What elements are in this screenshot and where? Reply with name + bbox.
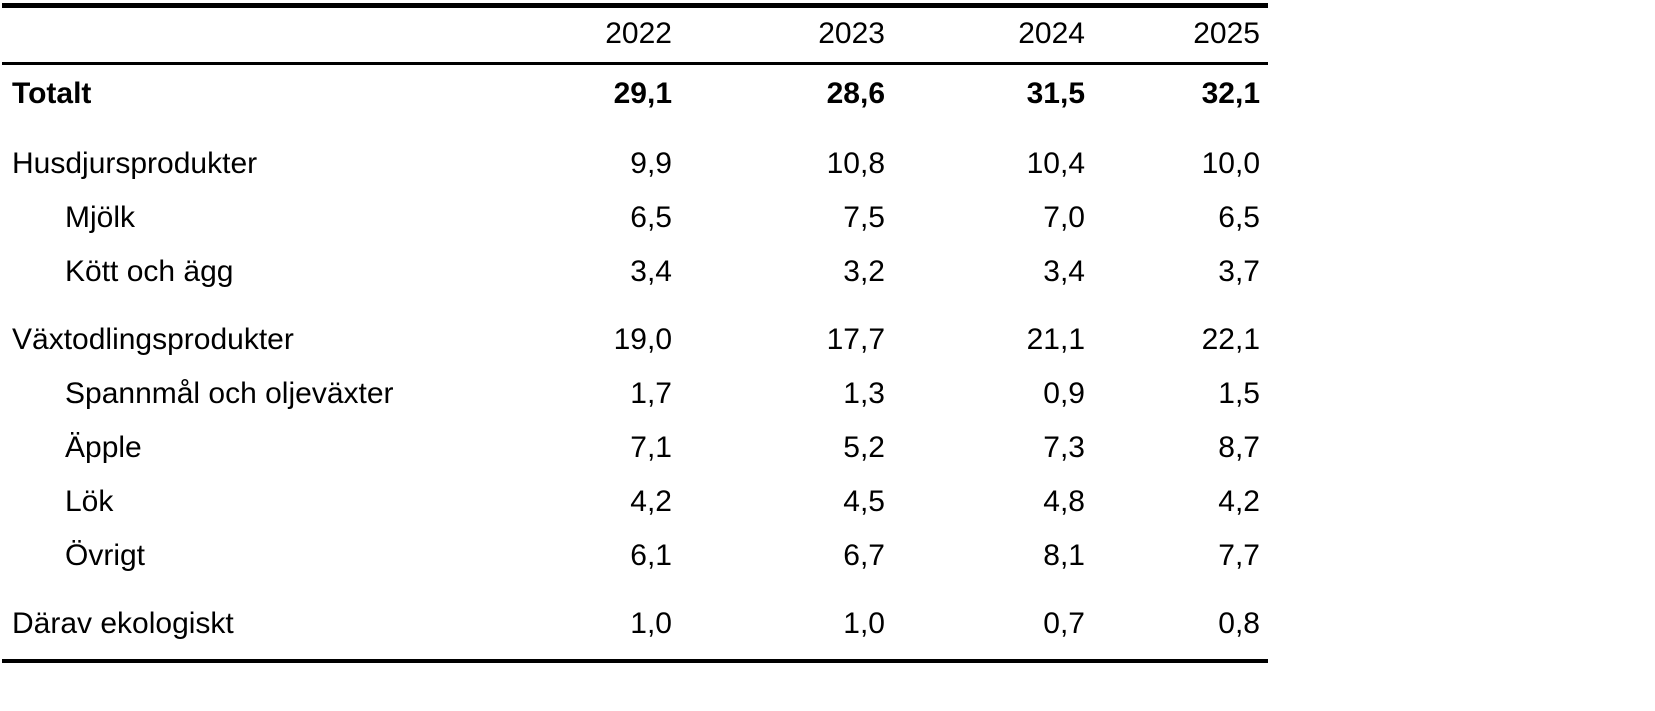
- value-cell: 7,0: [1043, 200, 1085, 234]
- value-cell: 3,7: [1218, 254, 1260, 288]
- value-cell: 4,2: [1218, 484, 1260, 518]
- column-header-2024: 2024: [893, 5, 1093, 65]
- value-cell: 22,1: [1201, 322, 1260, 356]
- value-cell: 6,1: [630, 538, 672, 572]
- value-cell: 6,7: [843, 538, 885, 572]
- value-cell: 0,9: [1043, 376, 1085, 410]
- table-row-lok: Lök 4,2 4,5 4,8 4,2: [2, 475, 1268, 529]
- column-header-2022: 2022: [462, 5, 680, 65]
- row-label: Husdjursprodukter: [12, 146, 258, 180]
- value-cell: 4,2: [630, 484, 672, 518]
- value-cell: 4,8: [1043, 484, 1085, 518]
- statistics-table: 2022 2023 2024 2025 Totalt 29,1 28,6 31,…: [2, 3, 1268, 663]
- value-cell: 19,0: [613, 322, 672, 356]
- value-cell: 32,1: [1201, 76, 1260, 110]
- value-cell: 1,5: [1218, 376, 1260, 410]
- row-label: Mjölk: [65, 200, 136, 234]
- table-row-darav-ekologiskt: Därav ekologiskt 1,0 1,0 0,7 0,8: [2, 583, 1268, 661]
- value-cell: 1,0: [843, 606, 885, 640]
- table-row-apple: Äpple 7,1 5,2 7,3 8,7: [2, 421, 1268, 475]
- value-cell: 8,7: [1218, 430, 1260, 464]
- statistics-table-container: 2022 2023 2024 2025 Totalt 29,1 28,6 31,…: [2, 3, 1655, 663]
- value-cell: 7,5: [843, 200, 885, 234]
- row-label: Totalt: [12, 76, 92, 110]
- value-cell: 9,9: [630, 146, 672, 180]
- value-cell: 6,5: [1218, 200, 1260, 234]
- value-cell: 0,7: [1043, 606, 1085, 640]
- column-header-2025: 2025: [1093, 5, 1268, 65]
- corner-cell: [2, 5, 462, 65]
- value-cell: 28,6: [826, 76, 885, 110]
- value-cell: 17,7: [826, 322, 885, 356]
- value-cell: 29,1: [613, 76, 672, 110]
- row-label: Lök: [65, 484, 114, 518]
- value-cell: 10,0: [1201, 146, 1260, 180]
- row-label: Spannmål och oljeväxter: [65, 376, 394, 410]
- row-label: Växtodlingsprodukter: [12, 322, 294, 356]
- value-cell: 6,5: [630, 200, 672, 234]
- header-row: 2022 2023 2024 2025: [2, 5, 1268, 65]
- value-cell: 7,7: [1218, 538, 1260, 572]
- value-cell: 3,4: [630, 254, 672, 288]
- value-cell: 10,8: [826, 146, 885, 180]
- value-cell: 7,1: [630, 430, 672, 464]
- table-row-ovrigt: Övrigt 6,1 6,7 8,1 7,7: [2, 529, 1268, 583]
- value-cell: 31,5: [1026, 76, 1085, 110]
- value-cell: 4,5: [843, 484, 885, 518]
- value-cell: 7,3: [1043, 430, 1085, 464]
- value-cell: 0,8: [1218, 606, 1260, 640]
- row-label: Övrigt: [65, 538, 146, 572]
- value-cell: 1,3: [843, 376, 885, 410]
- table-row-spannmal-och-oljevaxter: Spannmål och oljeväxter 1,7 1,3 0,9 1,5: [2, 367, 1268, 421]
- value-cell: 3,2: [843, 254, 885, 288]
- value-cell: 5,2: [843, 430, 885, 464]
- table-row-mjolk: Mjölk 6,5 7,5 7,0 6,5: [2, 191, 1268, 245]
- page: { "page": { "background": "#ffffff", "te…: [0, 3, 1655, 711]
- table-row-husdjursprodukter: Husdjursprodukter 9,9 10,8 10,4 10,0: [2, 123, 1268, 191]
- row-label: Kött och ägg: [65, 254, 234, 288]
- value-cell: 21,1: [1026, 322, 1085, 356]
- value-cell: 1,0: [630, 606, 672, 640]
- value-cell: 8,1: [1043, 538, 1085, 572]
- table-row-vaxtodlingsprodukter: Växtodlingsprodukter 19,0 17,7 21,1 22,1: [2, 299, 1268, 367]
- column-header-2023: 2023: [680, 5, 893, 65]
- row-label: Därav ekologiskt: [12, 606, 234, 640]
- row-label: Äpple: [65, 430, 142, 464]
- value-cell: 10,4: [1026, 146, 1085, 180]
- value-cell: 3,4: [1043, 254, 1085, 288]
- table-row-totalt: Totalt 29,1 28,6 31,5 32,1: [2, 64, 1268, 124]
- value-cell: 1,7: [630, 376, 672, 410]
- table-row-kott-och-agg: Kött och ägg 3,4 3,2 3,4 3,7: [2, 245, 1268, 299]
